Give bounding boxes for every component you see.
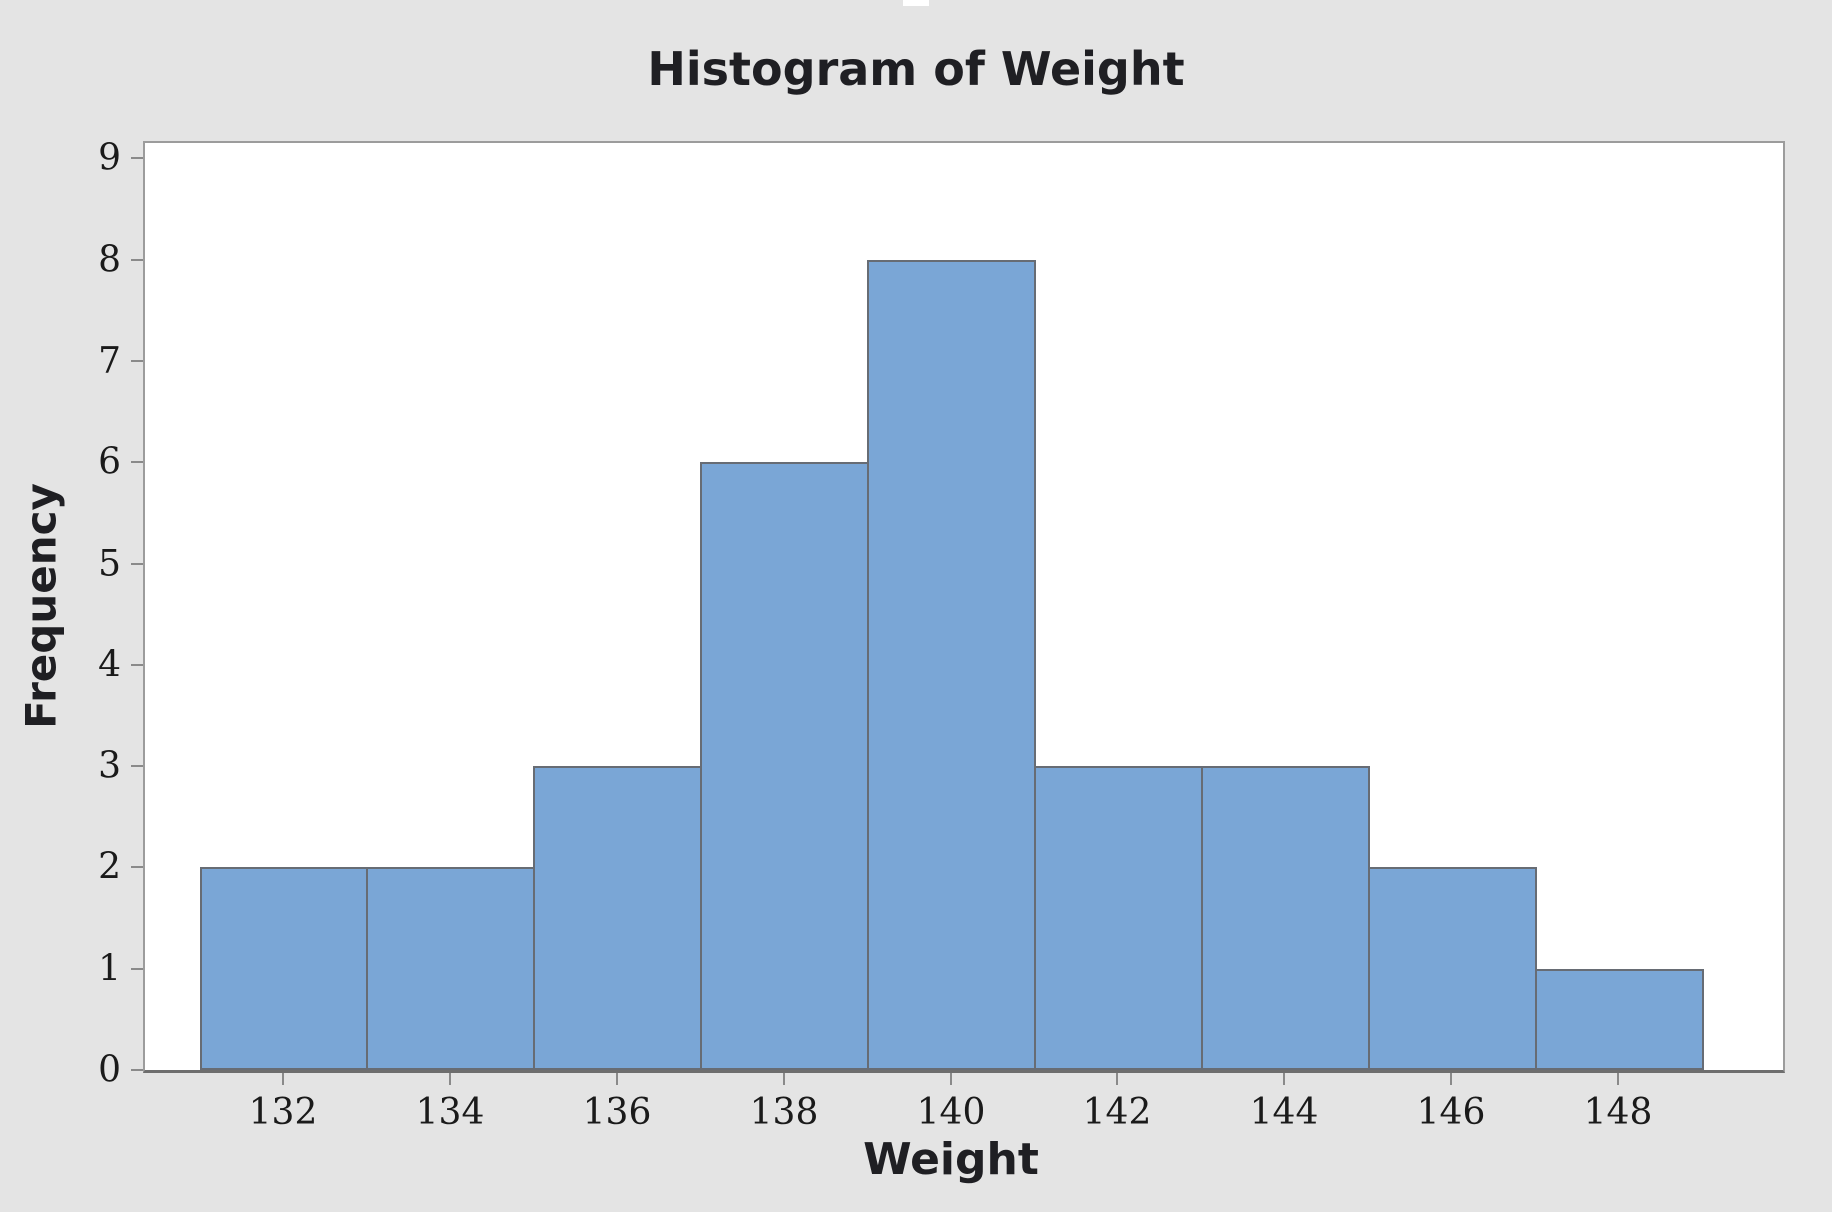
x-axis-title: Weight — [863, 1134, 1039, 1185]
y-tick-mark-4 — [131, 664, 143, 666]
x-tick-label-148: 148 — [1583, 1092, 1653, 1133]
histogram-bar-147-149[interactable] — [1535, 969, 1704, 1070]
histogram-bar-143-145[interactable] — [1201, 766, 1370, 1070]
x-tick-label-132: 132 — [248, 1092, 318, 1133]
y-tick-label-5: 5 — [98, 543, 121, 585]
x-tick-mark-134 — [449, 1073, 451, 1085]
x-tick-mark-142 — [1116, 1073, 1118, 1085]
y-tick-label-2: 2 — [98, 846, 121, 888]
top-edge-notch — [903, 0, 929, 6]
x-tick-label-146: 146 — [1416, 1092, 1486, 1133]
x-tick-label-136: 136 — [582, 1092, 652, 1133]
x-tick-label-144: 144 — [1249, 1092, 1319, 1133]
y-tick-mark-2 — [131, 866, 143, 868]
x-tick-mark-148 — [1617, 1073, 1619, 1085]
x-tick-label-140: 140 — [916, 1092, 986, 1133]
x-tick-label-138: 138 — [749, 1092, 819, 1133]
y-tick-label-3: 3 — [98, 745, 121, 787]
y-tick-label-0: 0 — [98, 1049, 121, 1091]
chart-title: Histogram of Weight — [647, 42, 1185, 96]
histogram-bar-135-137[interactable] — [533, 766, 702, 1070]
y-tick-mark-8 — [131, 259, 143, 261]
y-tick-label-9: 9 — [98, 137, 121, 179]
histogram-bar-141-143[interactable] — [1034, 766, 1203, 1070]
x-tick-label-134: 134 — [415, 1092, 485, 1133]
x-tick-mark-140 — [950, 1073, 952, 1085]
y-tick-label-8: 8 — [98, 239, 121, 281]
plot-area — [143, 141, 1785, 1073]
x-tick-label-142: 142 — [1082, 1092, 1152, 1133]
y-tick-label-4: 4 — [98, 644, 121, 686]
y-tick-mark-0 — [131, 1069, 143, 1071]
histogram-bar-139-141[interactable] — [867, 260, 1036, 1070]
histogram-bar-145-147[interactable] — [1368, 867, 1537, 1070]
y-tick-mark-5 — [131, 563, 143, 565]
y-tick-mark-6 — [131, 461, 143, 463]
x-tick-mark-146 — [1450, 1073, 1452, 1085]
y-tick-mark-7 — [131, 360, 143, 362]
y-tick-mark-1 — [131, 968, 143, 970]
x-tick-mark-138 — [783, 1073, 785, 1085]
x-tick-mark-132 — [282, 1073, 284, 1085]
y-tick-label-7: 7 — [98, 340, 121, 382]
y-tick-mark-3 — [131, 765, 143, 767]
histogram-bar-137-139[interactable] — [700, 462, 869, 1070]
histogram-bar-133-135[interactable] — [366, 867, 535, 1070]
y-tick-mark-9 — [131, 157, 143, 159]
x-tick-mark-144 — [1283, 1073, 1285, 1085]
y-tick-label-1: 1 — [98, 948, 121, 990]
y-axis-title: Frequency — [16, 483, 66, 729]
x-tick-mark-136 — [616, 1073, 618, 1085]
histogram-bar-131-133[interactable] — [200, 867, 369, 1070]
y-tick-label-6: 6 — [98, 441, 121, 483]
